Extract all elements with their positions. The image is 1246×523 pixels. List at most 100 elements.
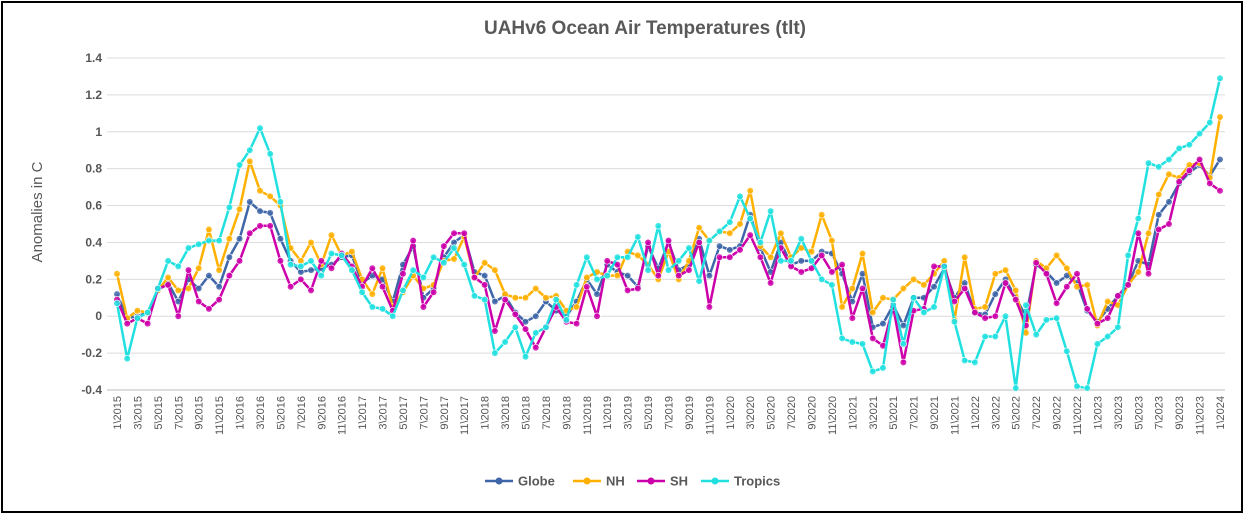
x-tick-label: 3\2022	[990, 396, 1002, 430]
data-point	[460, 229, 468, 237]
x-tick-label: 1\2024	[1215, 396, 1227, 430]
data-point	[491, 266, 499, 274]
data-point	[930, 262, 938, 271]
data-point	[215, 237, 223, 245]
data-point	[491, 327, 499, 335]
data-point	[164, 257, 172, 265]
y-axis-label: Anomalies in C	[29, 161, 46, 262]
data-point	[879, 320, 887, 328]
data-point	[409, 237, 417, 245]
data-point	[572, 303, 581, 311]
y-tick-label: 0.8	[85, 162, 102, 176]
data-point	[961, 284, 969, 293]
data-point	[1052, 251, 1061, 259]
x-tick-label: 11\2016	[337, 396, 349, 435]
data-point	[501, 296, 509, 304]
data-point	[246, 157, 254, 165]
data-point	[184, 244, 193, 252]
data-point	[930, 303, 938, 311]
data-point	[848, 284, 856, 293]
data-point	[838, 303, 846, 311]
data-point	[1206, 118, 1214, 127]
data-point	[307, 286, 315, 295]
data-point	[368, 264, 376, 272]
data-point	[1032, 331, 1040, 339]
data-point	[1063, 347, 1071, 355]
x-tick-label: 3\2018	[500, 396, 512, 430]
x-tick-label: 1\2016	[235, 396, 247, 430]
data-point	[481, 281, 489, 289]
data-point	[256, 207, 264, 215]
data-point	[695, 224, 703, 232]
data-point	[164, 281, 172, 289]
data-point	[491, 349, 499, 357]
data-point	[123, 320, 131, 328]
x-tick-label: 5\2016	[275, 396, 287, 430]
data-point	[327, 264, 336, 272]
data-point	[532, 343, 540, 352]
x-tick-label: 11\2023	[1195, 396, 1207, 435]
data-point	[1155, 211, 1163, 219]
data-point	[266, 222, 274, 230]
data-point	[235, 205, 244, 213]
data-point	[961, 356, 969, 365]
x-tick-label: 11\2015	[214, 396, 226, 435]
data-point	[1155, 225, 1163, 234]
x-tick-label: 7\2019	[664, 396, 676, 430]
data-point	[1063, 283, 1071, 291]
data-point	[767, 207, 775, 215]
data-point	[1073, 382, 1081, 390]
data-point	[828, 237, 836, 245]
data-point	[971, 308, 979, 317]
data-point	[113, 270, 121, 278]
data-point	[746, 187, 754, 195]
data-point	[348, 266, 356, 274]
data-point	[961, 253, 969, 261]
data-point	[1104, 314, 1112, 322]
data-point	[215, 296, 223, 304]
x-tick-label: 11\2018	[582, 396, 594, 435]
data-point	[276, 235, 285, 243]
data-point	[317, 257, 325, 265]
data-point	[470, 273, 479, 282]
data-point	[1175, 144, 1183, 152]
data-point	[307, 257, 315, 265]
data-point	[542, 323, 550, 331]
data-point	[756, 253, 765, 261]
data-point	[1083, 384, 1091, 392]
data-point	[746, 231, 754, 239]
data-point	[225, 272, 233, 280]
data-point	[869, 308, 877, 317]
data-point	[1165, 170, 1173, 178]
x-tick-label: 1\2018	[480, 396, 492, 430]
data-point	[174, 286, 182, 295]
data-point	[1175, 177, 1183, 186]
data-point	[470, 292, 479, 300]
data-point	[481, 296, 489, 304]
y-tick-label: 0.6	[85, 199, 102, 213]
data-point	[1195, 155, 1204, 164]
y-tick-label: -0.2	[81, 346, 102, 360]
data-point	[879, 294, 887, 302]
data-point	[1216, 155, 1224, 164]
x-tick-label: 5\2017	[398, 396, 410, 430]
data-point	[654, 222, 662, 230]
data-point	[910, 294, 918, 302]
x-tick-label: 7\2021	[909, 396, 921, 430]
data-point	[991, 312, 999, 320]
data-point	[838, 334, 846, 342]
data-point	[164, 273, 172, 282]
data-point	[1216, 113, 1224, 121]
data-point	[726, 218, 734, 226]
data-point	[348, 248, 356, 256]
x-tick-label: 3\2016	[255, 396, 267, 430]
data-point	[828, 268, 836, 276]
data-point	[256, 124, 264, 132]
data-point	[603, 272, 611, 280]
data-point	[266, 150, 274, 158]
data-point	[1165, 155, 1173, 164]
x-tick-label: 1\2020	[725, 396, 737, 430]
data-point	[133, 307, 142, 315]
y-tick-label: 0.4	[85, 235, 102, 249]
legend-label: SH	[670, 474, 688, 489]
